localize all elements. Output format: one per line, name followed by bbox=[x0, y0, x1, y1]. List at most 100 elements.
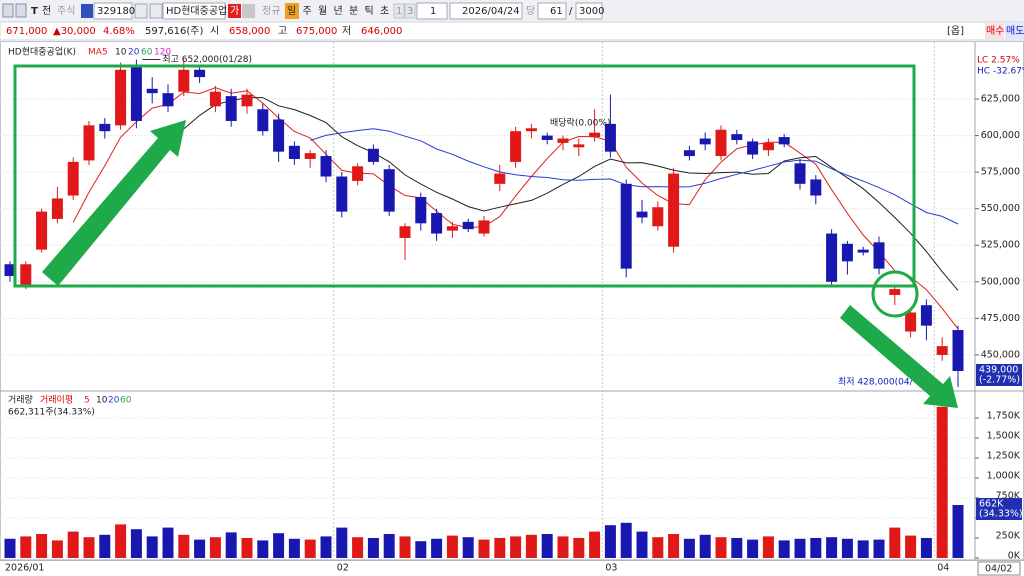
period[interactable]: 월 bbox=[318, 5, 327, 17]
open-label: 시 bbox=[210, 25, 219, 37]
hc-label: HC -32.67% bbox=[977, 67, 1024, 77]
candle-body bbox=[715, 129, 727, 157]
volume-bar bbox=[36, 534, 48, 558]
icon-text[interactable]: 전 bbox=[42, 5, 51, 17]
max-input[interactable] bbox=[575, 2, 603, 20]
period-active[interactable] bbox=[285, 3, 299, 19]
name-box[interactable] bbox=[162, 2, 226, 20]
volume-bar bbox=[399, 536, 411, 558]
candle-body bbox=[415, 196, 427, 224]
count-option[interactable]: 1 bbox=[396, 6, 402, 17]
market[interactable]: 주식 bbox=[57, 5, 75, 17]
period[interactable]: 분 bbox=[349, 5, 358, 17]
ma-line bbox=[151, 97, 959, 291]
unit-select[interactable] bbox=[416, 2, 448, 20]
option[interactable]: [옵] bbox=[947, 25, 964, 37]
candle-body bbox=[794, 163, 806, 184]
candle-body bbox=[731, 134, 743, 140]
volume-bar bbox=[873, 539, 885, 558]
candle-body bbox=[83, 125, 95, 161]
chart-frame bbox=[0, 41, 1024, 561]
price-tag bbox=[976, 363, 1022, 386]
candle-body bbox=[920, 305, 932, 326]
candle-body bbox=[288, 145, 300, 159]
date-input[interactable] bbox=[449, 2, 523, 20]
count-input[interactable] bbox=[537, 2, 567, 20]
ma-label: MA bbox=[88, 48, 103, 58]
volume-bar bbox=[731, 538, 743, 558]
candle-body bbox=[604, 123, 616, 152]
sell-button[interactable] bbox=[1005, 23, 1024, 39]
buy-button[interactable] bbox=[985, 23, 1004, 39]
icon[interactable] bbox=[2, 3, 14, 18]
max[interactable]: 3000 bbox=[579, 6, 604, 17]
volume-tag-text: 662K bbox=[979, 499, 1004, 510]
count[interactable]: 61 bbox=[550, 6, 563, 17]
candle-body bbox=[573, 144, 585, 148]
candle-body bbox=[936, 346, 948, 355]
volume-bar bbox=[209, 537, 221, 558]
period[interactable]: 틱 bbox=[365, 5, 374, 17]
unit[interactable]: 1 bbox=[430, 6, 436, 17]
up-arrow bbox=[42, 120, 186, 286]
button[interactable] bbox=[149, 3, 163, 19]
volume-tag bbox=[976, 498, 1022, 521]
volume-bar bbox=[4, 538, 16, 558]
candle-body bbox=[51, 198, 63, 219]
open: 658,000 bbox=[229, 26, 270, 37]
y-tick-label: 575,000 bbox=[981, 167, 1020, 178]
date[interactable]: 2026/04/24 bbox=[462, 6, 520, 17]
volume-bar bbox=[557, 536, 569, 558]
tab[interactable] bbox=[228, 4, 241, 18]
candle-body bbox=[99, 123, 111, 132]
period[interactable]: 초 bbox=[380, 5, 389, 17]
tab[interactable] bbox=[242, 4, 255, 18]
period[interactable]: 년 bbox=[334, 5, 343, 17]
ma-legend: 5 10 20 60 120 bbox=[102, 48, 171, 58]
tab-text[interactable]: 정규 bbox=[262, 5, 280, 17]
candle-body bbox=[873, 242, 885, 269]
code-icon[interactable] bbox=[81, 4, 93, 18]
volume-bar bbox=[889, 527, 901, 558]
stock-name[interactable]: HD현대중공업 bbox=[166, 4, 227, 17]
code[interactable]: 329180 bbox=[97, 6, 135, 17]
change: ▲30,000 bbox=[53, 26, 96, 37]
candle-body bbox=[889, 289, 901, 295]
y-tick-label: 550,000 bbox=[981, 203, 1020, 214]
volume-bar bbox=[383, 534, 395, 558]
ma-period: 10 bbox=[115, 48, 127, 58]
tab-text[interactable]: 가 bbox=[230, 5, 239, 17]
volume-bar bbox=[810, 538, 822, 558]
highlight-circle bbox=[871, 270, 919, 318]
candle-body bbox=[336, 176, 348, 212]
volume-tag-text: (34.33%) bbox=[979, 509, 1023, 520]
volume-bar bbox=[525, 534, 537, 558]
high-label: 고 bbox=[278, 26, 287, 37]
volume-bar bbox=[415, 541, 427, 558]
volume-bar bbox=[936, 406, 948, 558]
search-button[interactable] bbox=[134, 3, 148, 19]
code-input[interactable] bbox=[93, 2, 133, 20]
count-option[interactable]: 3 bbox=[407, 6, 413, 17]
count-button[interactable] bbox=[404, 3, 416, 19]
period[interactable]: 일 bbox=[287, 5, 296, 17]
period[interactable]: 주 bbox=[303, 6, 312, 17]
count-button[interactable] bbox=[393, 3, 405, 19]
volume-bar bbox=[352, 537, 364, 558]
volume-bar bbox=[794, 538, 806, 558]
icon-text[interactable]: T bbox=[31, 6, 38, 17]
volume-bar bbox=[162, 527, 174, 558]
icon[interactable] bbox=[15, 3, 27, 18]
candle-body bbox=[225, 96, 237, 121]
volume-bar bbox=[747, 539, 759, 558]
sell[interactable]: 매도 bbox=[1006, 25, 1024, 37]
volume-note: 662,311주(34.33%) bbox=[8, 407, 95, 418]
volume-bar bbox=[905, 535, 917, 558]
candle-body bbox=[557, 138, 569, 143]
low: 646,000 bbox=[361, 26, 402, 37]
chart-title: HD현대중공업(K) bbox=[8, 47, 76, 58]
volume-bar bbox=[51, 540, 63, 558]
volume-bar bbox=[683, 538, 695, 558]
buy[interactable]: 매수 bbox=[986, 25, 1004, 37]
